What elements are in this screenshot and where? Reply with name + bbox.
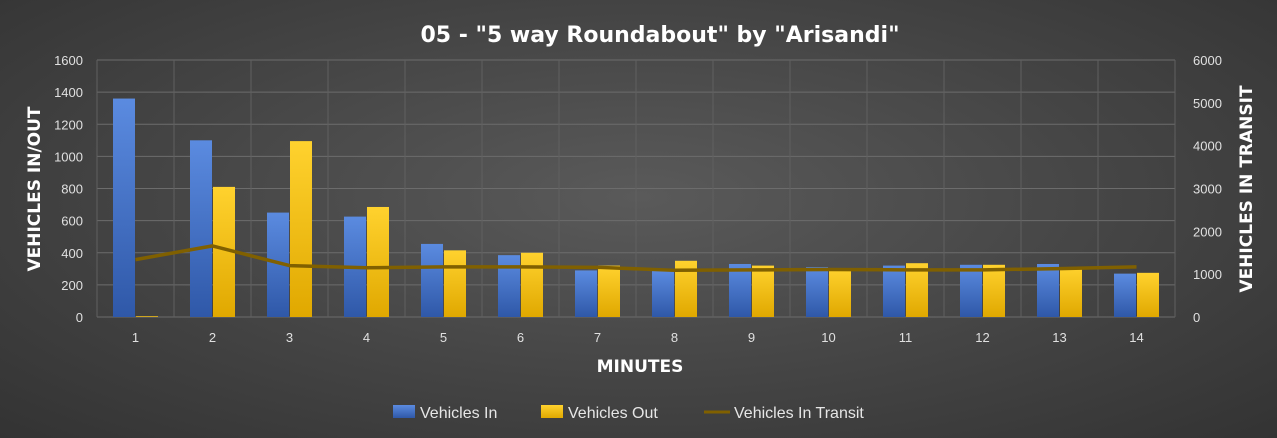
bar-vehicles-out <box>521 252 543 317</box>
bar-vehicles-in <box>1037 263 1059 317</box>
y-tick-label: 1200 <box>54 117 83 132</box>
bar-vehicles-in <box>113 98 135 317</box>
bar-vehicles-out <box>829 268 851 317</box>
y2-tick-label: 1000 <box>1193 267 1222 282</box>
bar-vehicles-in <box>652 270 674 317</box>
y-tick-label: 1600 <box>54 53 83 68</box>
x-tick-label: 8 <box>671 330 678 345</box>
bar-vehicles-in <box>190 140 212 317</box>
bar-vehicles-out <box>1060 267 1082 317</box>
bar-vehicles-in <box>267 212 289 317</box>
y2-axis-title: VEHICLES IN TRANSIT <box>1237 85 1257 293</box>
bar-vehicles-out <box>752 265 774 317</box>
legend-label-vehicles-in-transit: Vehicles In Transit <box>734 405 864 422</box>
y-tick-label: 0 <box>76 310 83 325</box>
bar-vehicles-out <box>906 263 928 317</box>
x-tick-label: 2 <box>209 330 216 345</box>
x-tick-label: 4 <box>363 330 370 345</box>
bar-vehicles-in <box>1114 273 1136 317</box>
line-vehicles-in-transit <box>135 244 1137 273</box>
x-tick-label: 14 <box>1129 330 1143 345</box>
bar-vehicles-out <box>598 265 620 317</box>
bar-vehicles-out <box>290 141 312 317</box>
y-tick-label: 400 <box>61 246 83 261</box>
x-axis-ticks: 1 2 3 4 5 6 7 8 9 10 11 12 13 14 <box>132 330 1144 345</box>
x-tick-label: 13 <box>1052 330 1066 345</box>
bar-vehicles-in <box>421 243 443 317</box>
bar-vehicles-out <box>1137 272 1159 317</box>
bar-vehicles-out <box>444 250 466 317</box>
y2-tick-label: 2000 <box>1193 224 1222 239</box>
x-tick-label: 6 <box>517 330 524 345</box>
bar-vehicles-out <box>983 264 1005 317</box>
bar-vehicles-in <box>806 267 828 317</box>
legend-label-vehicles-in: Vehicles In <box>420 405 497 422</box>
y-tick-label: 1000 <box>54 149 83 164</box>
x-tick-label: 5 <box>440 330 447 345</box>
legend: Vehicles In Vehicles Out Vehicles In Tra… <box>393 405 864 422</box>
y-tick-label: 200 <box>61 278 83 293</box>
y2-tick-label: 4000 <box>1193 139 1222 154</box>
bar-vehicles-out <box>136 316 158 317</box>
x-tick-label: 10 <box>821 330 835 345</box>
x-tick-label: 9 <box>748 330 755 345</box>
y2-tick-label: 5000 <box>1193 96 1222 111</box>
x-tick-label: 12 <box>975 330 989 345</box>
bar-series <box>113 98 1159 317</box>
right-axis-ticks: 0 1000 2000 3000 4000 5000 6000 <box>1193 53 1222 325</box>
bar-vehicles-out <box>213 186 235 317</box>
y-tick-label: 800 <box>61 182 83 197</box>
bar-vehicles-out <box>367 206 389 317</box>
legend-swatch-vehicles-out <box>541 405 563 418</box>
x-tick-label: 3 <box>286 330 293 345</box>
legend-label-vehicles-out: Vehicles Out <box>568 405 658 422</box>
y2-tick-label: 3000 <box>1193 182 1222 197</box>
line-series <box>135 244 1137 273</box>
legend-swatch-vehicles-in <box>393 405 415 418</box>
bar-vehicles-in <box>960 264 982 317</box>
y-tick-label: 1400 <box>54 85 83 100</box>
x-axis-title: MINUTES <box>597 357 684 377</box>
chart-title: 05 - "5 way Roundabout" by "Arisandi" <box>420 23 899 48</box>
x-tick-label: 7 <box>594 330 601 345</box>
x-tick-label: 1 <box>132 330 139 345</box>
bar-vehicles-in <box>498 255 520 317</box>
bar-vehicles-in <box>575 270 597 317</box>
bar-vehicles-in <box>883 265 905 317</box>
x-tick-label: 11 <box>899 330 913 345</box>
bar-vehicles-out <box>675 260 697 317</box>
y2-tick-label: 0 <box>1193 310 1200 325</box>
grid-lines <box>96 59 1176 318</box>
y-tick-label: 600 <box>61 214 83 229</box>
left-axis-ticks: 0 200 400 600 800 1000 1200 1400 1600 <box>54 53 83 325</box>
bar-vehicles-in <box>729 263 751 317</box>
y-axis-title: VEHICLES IN/OUT <box>25 106 45 271</box>
y2-tick-label: 6000 <box>1193 53 1222 68</box>
